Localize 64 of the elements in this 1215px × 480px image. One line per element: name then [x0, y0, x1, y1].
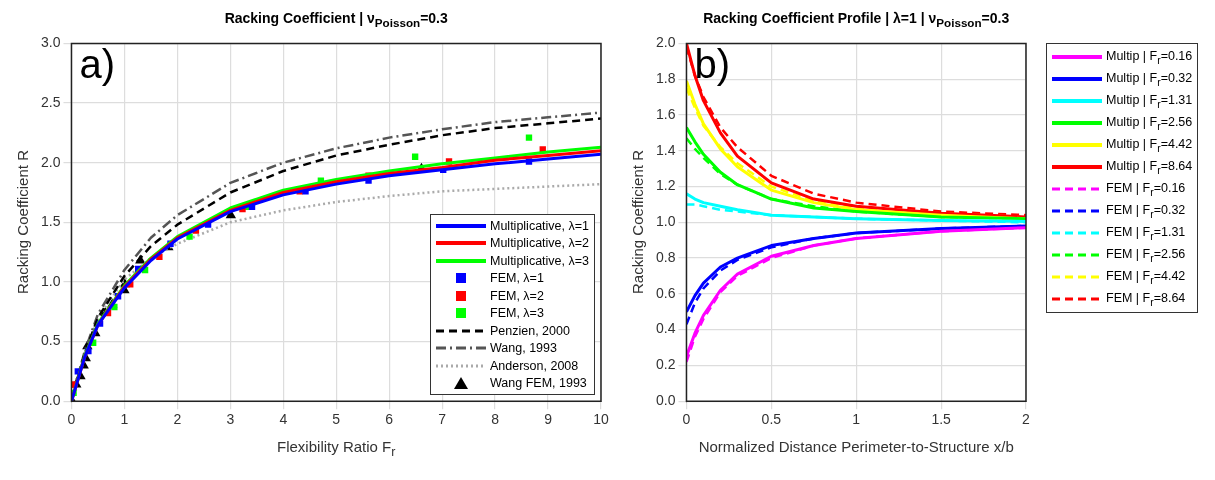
- y-tick-label: 1.4: [655, 141, 676, 158]
- legend-label: FEM | F$_{r}$=0.16: [1106, 181, 1186, 198]
- y-tick-label: 1.6: [655, 105, 676, 122]
- x-tick-label: 3: [226, 411, 235, 428]
- annotation: b): [694, 42, 731, 87]
- legend-label: Multip | F$_{r}$=1.31: [1106, 93, 1193, 110]
- x-tick-label: 0.5: [761, 411, 782, 428]
- x-axis-title: Normalized Distance Perimeter-to-Structure x/b: [697, 438, 1015, 455]
- legend-label: FEM, λ=1: [490, 271, 544, 286]
- legend-label: Wang FEM, 1993: [490, 376, 587, 391]
- legend-label: Multiplicative, λ=1: [490, 218, 589, 233]
- y-tick-label: 2.0: [40, 153, 61, 170]
- y-tick-label: 1.0: [40, 272, 61, 289]
- x-tick-label: 7: [438, 411, 447, 428]
- legend-label: FEM, λ=3: [490, 306, 544, 321]
- legend-label: Multip | F$_{r}$=0.16: [1106, 49, 1193, 66]
- y-tick-label: 3.0: [40, 34, 61, 51]
- x-tick-label: 8: [491, 411, 500, 428]
- y-tick-label: 1.5: [40, 213, 61, 230]
- y-tick-label: 2.0: [655, 34, 676, 51]
- legend-label: Anderson, 2008: [490, 358, 579, 373]
- y-tick-label: 0.8: [655, 248, 676, 265]
- x-tick-label: 1: [120, 411, 129, 428]
- y-tick-label: 1.8: [655, 70, 676, 87]
- legend-label: Multip | F$_{r}$=0.32: [1106, 71, 1193, 88]
- chart-title: Racking Coefficient | ν$_{Poisson}$=0.3: [223, 10, 449, 29]
- x-tick-label: 1.5: [931, 411, 952, 428]
- x-tick-label: 0: [682, 411, 691, 428]
- legend-label: FEM | F$_{r}$=2.56: [1106, 247, 1186, 264]
- x-tick-label: 0: [67, 411, 76, 428]
- legend-label: FEM | F$_{r}$=1.31: [1106, 225, 1186, 242]
- legend-label: FEM | F$_{r}$=0.32: [1106, 203, 1186, 220]
- x-tick-label: 5: [332, 411, 341, 428]
- legend-label: Multiplicative, λ=2: [490, 236, 589, 251]
- y-tick-label: 0.5: [40, 332, 61, 349]
- legend-label: Multip | F$_{r}$=2.56: [1106, 115, 1193, 132]
- x-tick-label: 6: [385, 411, 394, 428]
- legend-label: Multiplicative, λ=3: [490, 253, 589, 268]
- x-tick-label: 2: [173, 411, 182, 428]
- y-tick-label: 0.4: [655, 320, 676, 337]
- x-axis-title: Flexibility Ratio F$_{r}$: [276, 438, 397, 459]
- x-tick-label: 4: [279, 411, 288, 428]
- y-tick-label: 0.2: [655, 356, 676, 373]
- y-axis-title: Racking Coefficient R: [628, 150, 646, 295]
- y-axis-title: Racking Coefficient R: [13, 150, 31, 295]
- legend-label: Penzien, 2000: [490, 323, 570, 338]
- legend-label: Wang, 1993: [490, 341, 557, 356]
- y-tick-label: 0.0: [655, 392, 676, 409]
- y-tick-label: 1.0: [655, 213, 676, 230]
- legend-label: FEM | F$_{r}$=4.42: [1106, 269, 1186, 286]
- y-tick-label: 0.6: [655, 284, 676, 301]
- legend-label: FEM, λ=2: [490, 288, 544, 303]
- y-tick-label: 0.0: [40, 392, 61, 409]
- x-tick-label: 1: [852, 411, 861, 428]
- chart-title: Racking Coefficient Profile | λ=1 | ν$_{Poisson}$=0.3: [702, 10, 1011, 29]
- annotation: a): [79, 42, 116, 87]
- x-tick-label: 9: [544, 411, 553, 428]
- x-tick-label: 10: [593, 411, 609, 428]
- x-tick-label: 2: [1022, 411, 1031, 428]
- legend-label: Multip | F$_{r}$=8.64: [1106, 159, 1193, 176]
- y-tick-label: 2.5: [40, 93, 61, 110]
- y-tick-label: 1.2: [655, 177, 676, 194]
- legend-label: FEM | F$_{r}$=8.64: [1106, 291, 1186, 308]
- legend-label: Multip | F$_{r}$=4.42: [1106, 137, 1193, 154]
